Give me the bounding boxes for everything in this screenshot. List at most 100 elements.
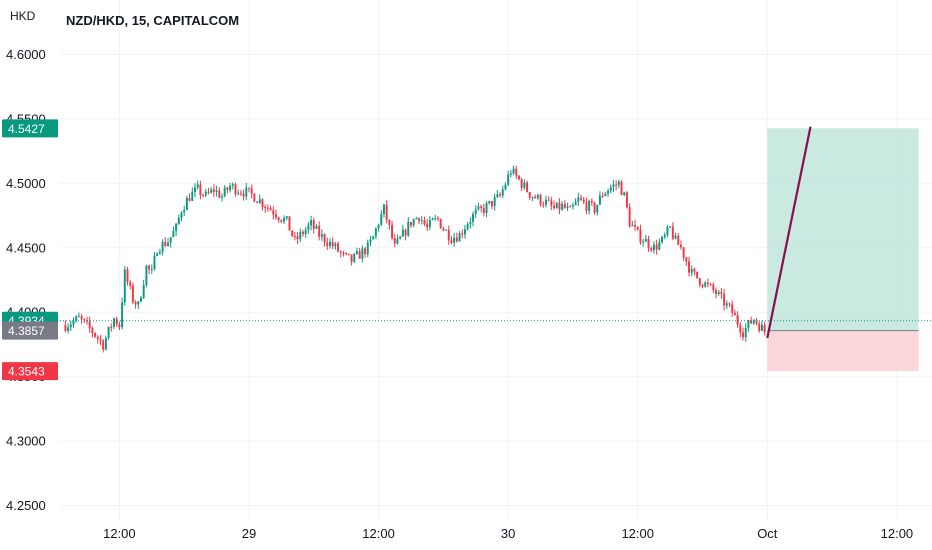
- candle-down[interactable]: [569, 204, 572, 208]
- candle-down[interactable]: [688, 256, 690, 277]
- candle-up[interactable]: [458, 231, 461, 242]
- candle-up[interactable]: [474, 205, 477, 218]
- candle-down[interactable]: [739, 322, 742, 338]
- candle-down[interactable]: [736, 311, 739, 328]
- candle-up[interactable]: [690, 265, 693, 277]
- candle-up[interactable]: [283, 215, 286, 225]
- candle-up[interactable]: [215, 185, 218, 197]
- candle-down[interactable]: [280, 219, 283, 223]
- candle-down[interactable]: [291, 230, 294, 238]
- candle-up[interactable]: [617, 179, 620, 189]
- candle-up[interactable]: [453, 233, 456, 247]
- candle-up[interactable]: [156, 252, 159, 257]
- candle-down[interactable]: [115, 316, 118, 327]
- candle-down[interactable]: [563, 199, 566, 209]
- candle-down[interactable]: [755, 318, 758, 326]
- candle-down[interactable]: [639, 224, 642, 245]
- candle-down[interactable]: [293, 231, 296, 241]
- candle-up[interactable]: [142, 279, 145, 299]
- candle-up[interactable]: [72, 317, 75, 328]
- candle-down[interactable]: [447, 225, 450, 245]
- candle-up[interactable]: [104, 335, 107, 351]
- candle-down[interactable]: [647, 235, 650, 252]
- candle-up[interactable]: [183, 206, 186, 216]
- candle-down[interactable]: [650, 246, 653, 253]
- price-axis[interactable]: 4.25004.30004.35004.40004.45004.50004.55…: [6, 47, 46, 513]
- candle-down[interactable]: [266, 204, 269, 212]
- candle-up[interactable]: [577, 192, 580, 207]
- candle-up[interactable]: [299, 228, 302, 243]
- candle-up[interactable]: [493, 193, 496, 211]
- candle-down[interactable]: [64, 320, 67, 333]
- candle-down[interactable]: [677, 232, 680, 245]
- candle-down[interactable]: [277, 216, 280, 224]
- candle-down[interactable]: [409, 221, 412, 228]
- candle-down[interactable]: [88, 316, 91, 333]
- candle-up[interactable]: [488, 200, 491, 205]
- candle-up[interactable]: [544, 195, 547, 208]
- candle-down[interactable]: [253, 193, 256, 203]
- candle-down[interactable]: [350, 254, 353, 266]
- candle-down[interactable]: [118, 321, 121, 331]
- candle-up[interactable]: [210, 187, 213, 194]
- candle-up[interactable]: [185, 195, 188, 211]
- candle-down[interactable]: [358, 247, 361, 259]
- candle-up[interactable]: [555, 202, 558, 209]
- candle-up[interactable]: [598, 191, 601, 206]
- candle-up[interactable]: [509, 170, 512, 178]
- candle-down[interactable]: [682, 246, 685, 261]
- candle-up[interactable]: [669, 226, 672, 229]
- candle-up[interactable]: [172, 226, 175, 238]
- candle-down[interactable]: [439, 218, 442, 229]
- candle-up[interactable]: [747, 319, 750, 332]
- candle-down[interactable]: [636, 226, 639, 231]
- candle-down[interactable]: [388, 219, 391, 230]
- candle-down[interactable]: [671, 222, 674, 241]
- candle-up[interactable]: [725, 300, 728, 309]
- candle-down[interactable]: [750, 316, 753, 324]
- candle-up[interactable]: [501, 185, 504, 199]
- candle-up[interactable]: [177, 214, 180, 226]
- candle-down[interactable]: [342, 251, 345, 257]
- candle-down[interactable]: [110, 323, 113, 332]
- candle-down[interactable]: [126, 266, 129, 286]
- candle-up[interactable]: [485, 200, 488, 218]
- candle-down[interactable]: [615, 180, 618, 191]
- candle-up[interactable]: [377, 223, 380, 232]
- candle-down[interactable]: [628, 203, 631, 228]
- candle-down[interactable]: [490, 200, 493, 210]
- candle-down[interactable]: [620, 180, 623, 196]
- candle-up[interactable]: [415, 216, 418, 220]
- candle-down[interactable]: [701, 283, 704, 289]
- candle-up[interactable]: [574, 198, 577, 206]
- candle-down[interactable]: [679, 240, 682, 250]
- candle-down[interactable]: [499, 191, 502, 198]
- candle-up[interactable]: [434, 214, 437, 221]
- candle-down[interactable]: [364, 246, 367, 258]
- candle-down[interactable]: [709, 283, 712, 286]
- candle-down[interactable]: [250, 184, 253, 199]
- candle-up[interactable]: [145, 264, 148, 288]
- candle-down[interactable]: [323, 233, 326, 247]
- candle-up[interactable]: [307, 221, 310, 234]
- candle-down[interactable]: [339, 250, 342, 258]
- candle-down[interactable]: [264, 204, 267, 213]
- candle-down[interactable]: [580, 194, 583, 201]
- candle-up[interactable]: [466, 221, 469, 231]
- candle-down[interactable]: [539, 193, 542, 207]
- candle-up[interactable]: [69, 320, 72, 332]
- candle-up[interactable]: [315, 224, 318, 230]
- candle-down[interactable]: [723, 288, 726, 311]
- candle-up[interactable]: [361, 245, 364, 263]
- candle-up[interactable]: [396, 234, 399, 245]
- candle-down[interactable]: [96, 335, 99, 344]
- candle-down[interactable]: [391, 220, 394, 241]
- candle-down[interactable]: [134, 300, 137, 309]
- candle-down[interactable]: [706, 278, 709, 288]
- candle-down[interactable]: [86, 316, 88, 325]
- candle-up[interactable]: [612, 179, 615, 193]
- candle-down[interactable]: [393, 234, 396, 248]
- candle-down[interactable]: [520, 177, 523, 192]
- candle-up[interactable]: [431, 217, 434, 221]
